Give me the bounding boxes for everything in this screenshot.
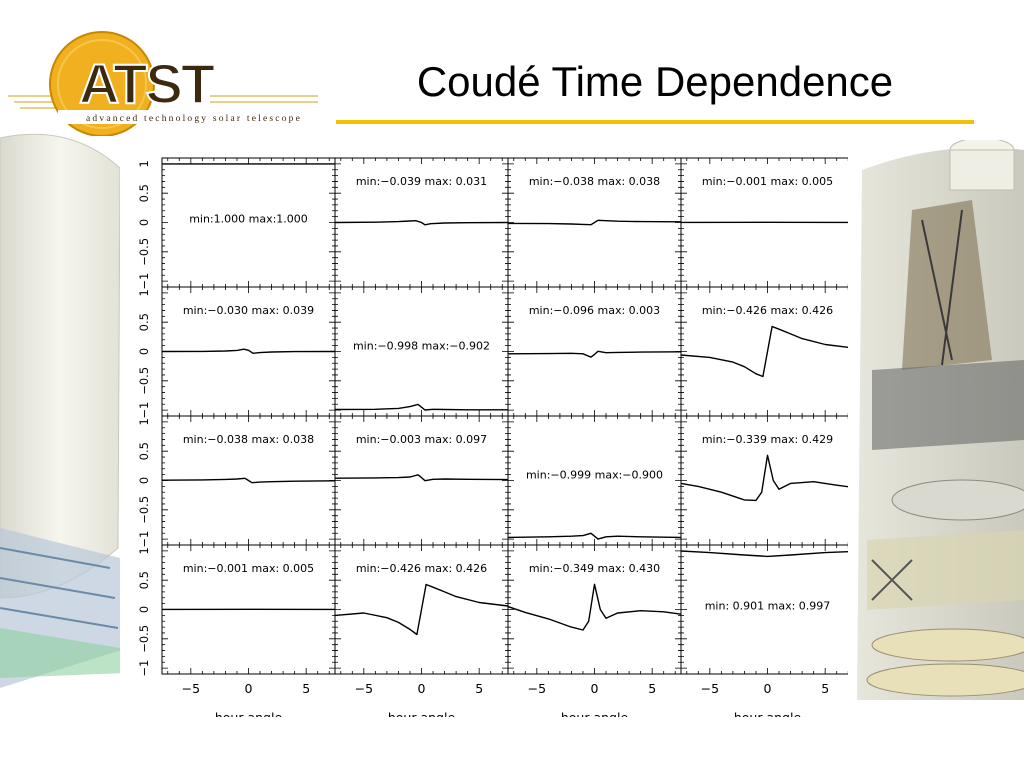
x-tick-label: 5: [648, 681, 656, 696]
atst-logo: ATST advanced technology solar telescope: [8, 31, 318, 136]
series-line: [161, 348, 336, 354]
panel-minmax-label: min: 0.901 max: 0.997: [705, 600, 831, 613]
series-line: [507, 219, 682, 226]
series-line: [507, 350, 682, 358]
x-axis-title: hour angle: [734, 710, 802, 717]
logo-tagline: advanced technology solar telescope: [86, 114, 302, 124]
panel-ticks: [508, 158, 681, 287]
y-tick-label: 0.5: [137, 313, 151, 331]
panel-ticks: [162, 545, 335, 674]
y-tick-label: −0.5: [137, 367, 151, 395]
x-axis-title: hour angle: [561, 710, 629, 717]
panel-frame: [680, 544, 848, 675]
x-tick-label: −5: [182, 681, 200, 696]
y-tick-label: −1: [137, 402, 151, 419]
y-tick-label: 0: [137, 219, 151, 226]
x-tick-label: 5: [475, 681, 483, 696]
panel-minmax-label: min:−0.426 max: 0.426: [356, 562, 487, 575]
y-tick-label: −1: [137, 660, 151, 677]
panel-minmax-label: min:−0.030 max: 0.039: [183, 304, 314, 317]
panel-minmax-label: min:−0.998 max:−0.902: [353, 340, 490, 353]
panel-ticks: [162, 158, 335, 287]
x-tick-label: −5: [701, 681, 719, 696]
series-line: [334, 220, 509, 226]
y-tick-label: 1: [137, 418, 151, 425]
y-tick-label: −1: [137, 531, 151, 548]
y-tick-label: 1: [137, 547, 151, 554]
panel-minmax-label: min:−0.001 max: 0.005: [183, 562, 314, 575]
x-tick-label: 0: [245, 681, 253, 696]
panel-ticks: [508, 545, 681, 674]
x-tick-label: 0: [418, 681, 426, 696]
y-tick-label: 0: [137, 477, 151, 484]
y-tick-label: 0.5: [137, 184, 151, 202]
y-tick-label: 0: [137, 348, 151, 355]
y-tick-label: 1: [137, 289, 151, 296]
panel-minmax-label: min:−0.426 max: 0.426: [702, 304, 833, 317]
y-tick-label: −0.5: [137, 496, 151, 524]
panel-ticks: [162, 287, 335, 416]
panel-ticks: [508, 416, 681, 545]
panel-ticks: [335, 287, 508, 416]
y-tick-label: −1: [137, 273, 151, 290]
telescope-cutaway-illustration: [857, 140, 1024, 700]
x-tick-label: 5: [302, 681, 310, 696]
series-line: [334, 474, 509, 482]
panel-ticks: [162, 416, 335, 545]
panel-ticks: [335, 416, 508, 545]
y-tick-label: 0.5: [137, 571, 151, 589]
panel-ticks: [508, 287, 681, 416]
slide-title: Coudé Time Dependence: [416, 58, 894, 105]
series-line: [334, 403, 508, 411]
y-tick-label: 1: [137, 160, 151, 167]
series-line: [680, 325, 848, 378]
coude-mueller-matrix-chart: −1−0.500.51−1−0.500.51−1−0.500.51−1−0.50…: [120, 145, 848, 717]
panel-ticks: [681, 545, 848, 674]
title-underline: [336, 120, 974, 124]
panel-minmax-label: min:−0.339 max: 0.429: [702, 433, 833, 446]
panel-minmax-label: min:−0.038 max: 0.038: [183, 433, 314, 446]
panel-minmax-label: min:−0.349 max: 0.430: [529, 562, 660, 575]
x-tick-label: −5: [355, 681, 373, 696]
panel-minmax-label: min:−0.039 max: 0.031: [356, 175, 487, 188]
y-tick-label: 0: [137, 606, 151, 613]
panel-ticks: [335, 158, 508, 287]
panel-minmax-label: min:−0.999 max:−0.900: [526, 469, 663, 482]
panel-minmax-label: min:−0.001 max: 0.005: [702, 175, 833, 188]
series-line: [507, 532, 682, 540]
x-axis-title: hour angle: [215, 710, 283, 717]
panel-minmax-label: min:−0.038 max: 0.038: [529, 175, 660, 188]
x-tick-label: 0: [764, 681, 772, 696]
x-tick-label: 0: [591, 681, 599, 696]
series-line: [334, 583, 509, 636]
x-tick-label: −5: [528, 681, 546, 696]
panel-minmax-label: min:−0.096 max: 0.003: [529, 304, 660, 317]
panel-ticks: [681, 416, 848, 545]
series-line: [680, 550, 848, 558]
logo-wordmark: ATST: [79, 52, 215, 115]
panel-minmax-label: min:−0.003 max: 0.097: [356, 433, 487, 446]
y-tick-label: −0.5: [137, 625, 151, 653]
x-tick-label: 5: [821, 681, 829, 696]
panel-ticks: [681, 158, 848, 287]
series-line: [507, 583, 682, 631]
series-line: [680, 454, 848, 502]
x-axis-title: hour angle: [388, 710, 456, 717]
y-tick-label: 0.5: [137, 442, 151, 460]
panel-ticks: [681, 287, 848, 416]
y-tick-label: −0.5: [137, 238, 151, 266]
telescope-enclosure-illustration: [0, 133, 128, 688]
panel-minmax-label: min:1.000 max:1.000: [189, 213, 308, 226]
series-line: [161, 477, 336, 484]
